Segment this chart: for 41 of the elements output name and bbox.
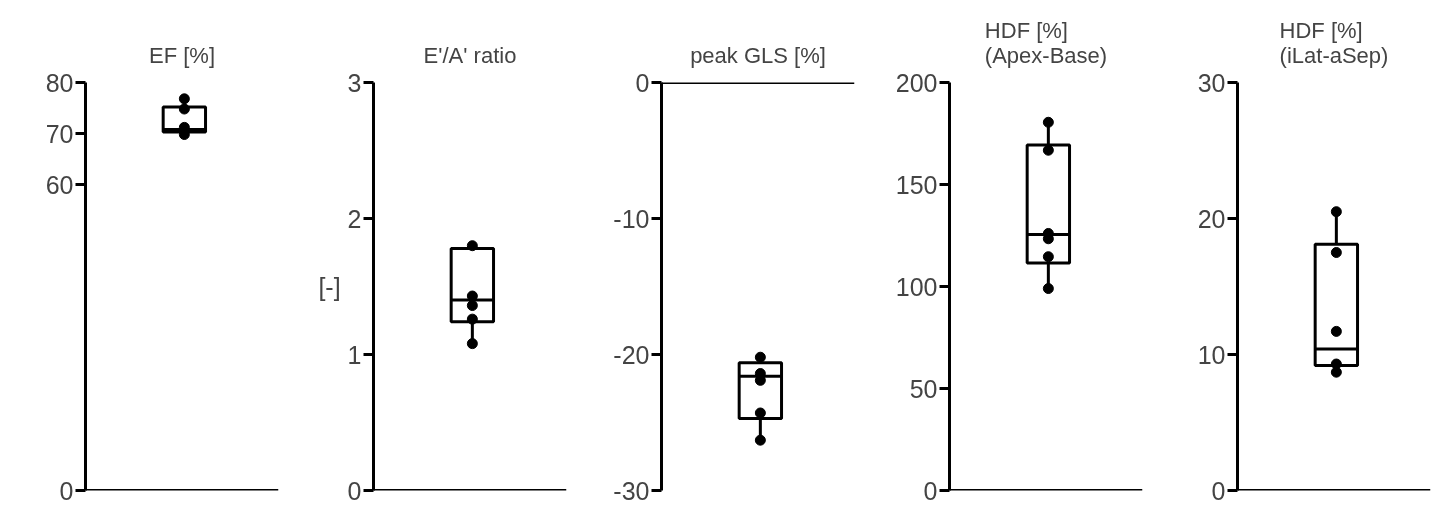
- point: [466, 300, 478, 312]
- chart-title: peak GLS [%]: [690, 42, 826, 68]
- point: [1042, 251, 1054, 263]
- y-tick-label: 60: [45, 170, 74, 199]
- y-tick-label: 2: [347, 204, 362, 233]
- point: [1330, 325, 1342, 337]
- y-tick-label: 1: [347, 340, 362, 369]
- y-tick-label: 200: [895, 68, 938, 97]
- point: [178, 93, 190, 105]
- point: [178, 103, 190, 115]
- y-tick-label: 100: [895, 272, 938, 301]
- y-tick-label: -30: [613, 476, 650, 505]
- y-tick-label: 0: [635, 68, 650, 97]
- y-tick-label: 0: [1211, 476, 1226, 505]
- chart-title: E'/A' ratio: [423, 42, 517, 68]
- point: [1042, 116, 1054, 128]
- y-tick-label: 50: [909, 374, 938, 403]
- point: [1330, 247, 1342, 258]
- chart-title: EF [%]: [148, 42, 216, 68]
- y-tick-label: 10: [1197, 340, 1226, 369]
- point: [466, 313, 478, 325]
- point: [1042, 283, 1054, 295]
- point: [754, 351, 766, 363]
- y-tick-label: 0: [347, 476, 362, 505]
- y-tick-label: 3: [347, 68, 362, 97]
- y-tick-label: 30: [1197, 68, 1226, 97]
- point: [754, 434, 766, 446]
- y-tick-label: -10: [613, 204, 650, 233]
- y-tick-label: 70: [45, 119, 74, 148]
- y-tick-label: 20: [1197, 204, 1226, 233]
- y-tick-label: 80: [45, 68, 74, 97]
- point: [466, 338, 478, 350]
- y-tick-label: -20: [613, 340, 650, 369]
- point: [1330, 206, 1342, 218]
- chart-title: HDF [%] (Apex-Base): [984, 17, 1108, 68]
- y-tick-label: 150: [895, 170, 938, 199]
- y-tick-label: 0: [923, 476, 938, 505]
- y-tick-label: 0: [59, 476, 74, 505]
- chart-title: HDF [%] (iLat-aSep): [1279, 17, 1389, 68]
- point: [466, 240, 478, 252]
- y-axis-title: [-]: [318, 272, 341, 301]
